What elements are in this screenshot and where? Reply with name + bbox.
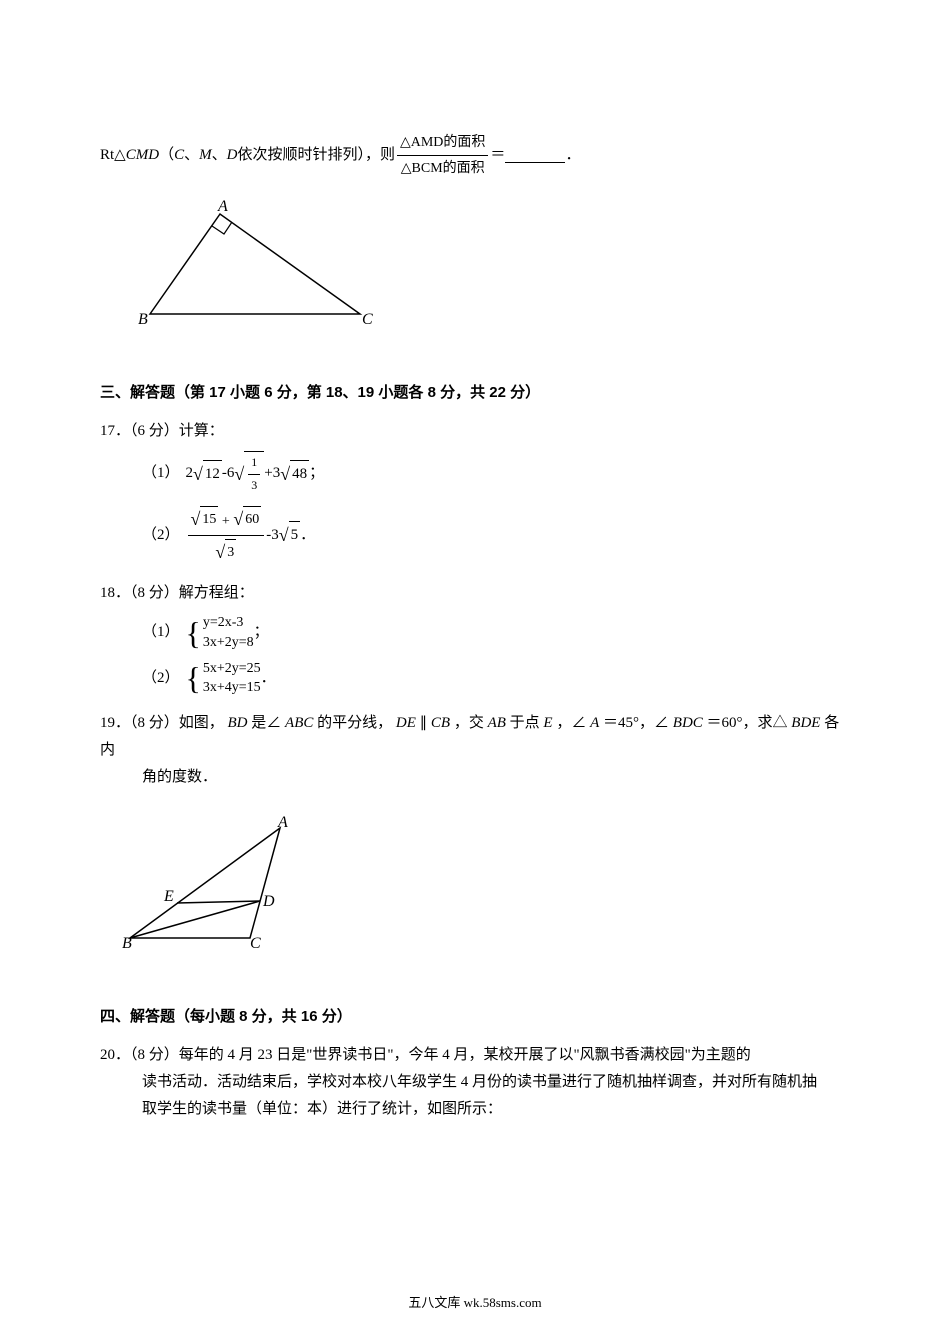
page-footer: 五八文库 wk.58sms.com: [0, 1291, 950, 1314]
q16-fraction: △AMD的面积 △BCM的面积: [397, 130, 488, 181]
brace-icon: {: [186, 617, 201, 649]
q19-line1: 19．（8 分）如图， BD 是∠ ABC 的平分线， DE ∥ CB ，交 A…: [100, 710, 850, 764]
q16-line: Rt△ CMD （ C 、 M 、 D 依次按顺时针排列），则 △AMD的面积 …: [100, 130, 850, 181]
q17-s1-expr: 2 √12 -6 √ 1 3 +3 √48 ；: [186, 451, 325, 496]
sqrt-icon: √12: [193, 458, 222, 490]
svg-text:A: A: [217, 199, 228, 215]
svg-text:C: C: [250, 935, 261, 952]
q16-frac-top: △AMD的面积: [397, 130, 488, 156]
svg-text:A: A: [277, 814, 288, 831]
q16-period: ．: [565, 142, 580, 169]
q16-m: M: [199, 142, 212, 169]
q17-sub2: （2） √15 + √60 √3 -3 √5 ．: [142, 503, 850, 569]
svg-text:D: D: [262, 893, 275, 910]
q16-sep1: 、: [184, 142, 199, 169]
q16-equals: ＝: [490, 142, 505, 169]
q17: 17．（6 分）计算： （1） 2 √12 -6 √ 1 3 +3 √48 ； …: [100, 418, 850, 568]
q20: 20．（8 分）每年的 4 月 23 日是"世界读书日"，今年 4 月，某校开展…: [100, 1042, 850, 1123]
brace-icon: {: [186, 662, 201, 694]
sqrt-icon: √48: [280, 458, 309, 490]
q20-line3: 取学生的读书量（单位：本）进行了统计，如图所示：: [142, 1096, 850, 1123]
q16-cmd: CMD: [126, 142, 159, 169]
angle-figure: A B C D E: [120, 813, 300, 953]
q16-frac-bot: △BCM的面积: [398, 156, 488, 181]
q17-s2-label: （2）: [142, 522, 180, 549]
q16-rest: 依次按顺时针排列），则: [237, 142, 395, 169]
svg-text:C: C: [362, 311, 373, 328]
q16-blank: [505, 148, 565, 163]
triangle-abc-figure: A B C: [130, 199, 380, 329]
q18-s2-label: （2）: [142, 665, 180, 692]
q17-s2-expr: √15 + √60 √3 -3 √5 ．: [186, 503, 316, 569]
sqrt-icon: √ 1 3: [234, 451, 264, 496]
q17-sub1: （1） 2 √12 -6 √ 1 3 +3 √48 ；: [142, 451, 850, 496]
svg-text:E: E: [163, 888, 174, 905]
q19-line2: 角的度数．: [142, 764, 850, 791]
q20-line2: 读书活动．活动结束后，学校对本校八年级学生 4 月份的读书量进行了随机抽样调查，…: [142, 1069, 850, 1096]
section-3-header: 三、解答题（第 17 小题 6 分，第 18、19 小题各 8 分，共 22 分…: [100, 379, 850, 406]
q16-d: D: [227, 142, 238, 169]
q16-paren: （: [159, 142, 174, 169]
q19: 19．（8 分）如图， BD 是∠ ABC 的平分线， DE ∥ CB ，交 A…: [100, 710, 850, 791]
q18-num: 18．（8 分）解方程组：: [100, 580, 850, 607]
section-4-header: 四、解答题（每小题 8 分，共 16 分）: [100, 1003, 850, 1030]
q17-s1-label: （1）: [142, 460, 180, 487]
q18-sub2: （2） { 5x+2y=25 3x+4y=15 ．: [142, 659, 850, 698]
q20-line1: 20．（8 分）每年的 4 月 23 日是"世界读书日"，今年 4 月，某校开展…: [100, 1042, 850, 1069]
q18-s1-label: （1）: [142, 619, 180, 646]
q17-num: 17．（6 分）计算：: [100, 418, 850, 445]
q16-c: C: [174, 142, 184, 169]
svg-text:B: B: [122, 935, 132, 952]
svg-text:B: B: [138, 311, 148, 328]
q16-prefix: Rt△: [100, 142, 126, 169]
q16-sep2: 、: [212, 142, 227, 169]
q18: 18．（8 分）解方程组： （1） { y=2x-3 3x+2y=8 ； （2）…: [100, 580, 850, 697]
q18-sub1: （1） { y=2x-3 3x+2y=8 ；: [142, 613, 850, 652]
